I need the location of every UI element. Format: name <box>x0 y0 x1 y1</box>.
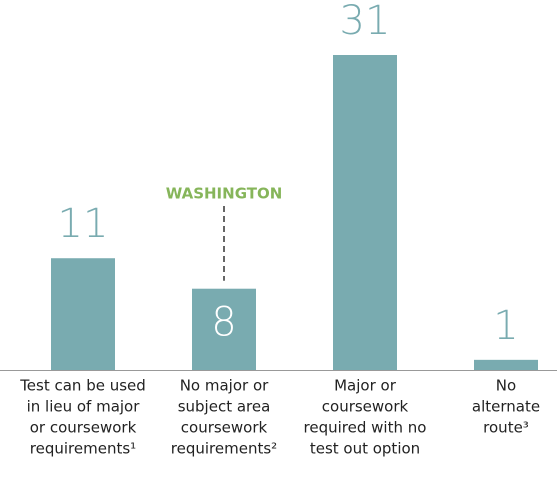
x-tick-label: requirements² <box>171 440 277 458</box>
x-tick-label: route³ <box>483 419 529 437</box>
value-label: 11 <box>58 201 109 247</box>
x-tick-label: or coursework <box>30 419 137 437</box>
value-label: 31 <box>340 0 391 44</box>
bar <box>474 359 538 370</box>
value-label: 8 <box>211 300 236 346</box>
x-tick-label: No major or <box>180 377 269 395</box>
x-tick-label: subject area <box>178 398 271 416</box>
bar <box>51 258 115 370</box>
x-tick-label: No <box>496 377 516 395</box>
x-tick-label: alternate <box>472 398 540 416</box>
annotation: WASHINGTON <box>166 185 283 203</box>
x-tick-label: coursework <box>181 419 268 437</box>
value-label: 1 <box>493 303 518 349</box>
x-tick-label: Major or <box>334 377 397 395</box>
x-tick-label: coursework <box>322 398 409 416</box>
x-tick-label: in lieu of major <box>27 398 141 416</box>
bar <box>192 288 256 370</box>
x-tick-label: test out option <box>310 440 420 458</box>
x-tick-label: requirements¹ <box>30 440 136 458</box>
bar <box>333 55 397 370</box>
x-tick-label: required with no <box>304 419 427 437</box>
x-tick-label: Test can be used <box>19 377 146 395</box>
